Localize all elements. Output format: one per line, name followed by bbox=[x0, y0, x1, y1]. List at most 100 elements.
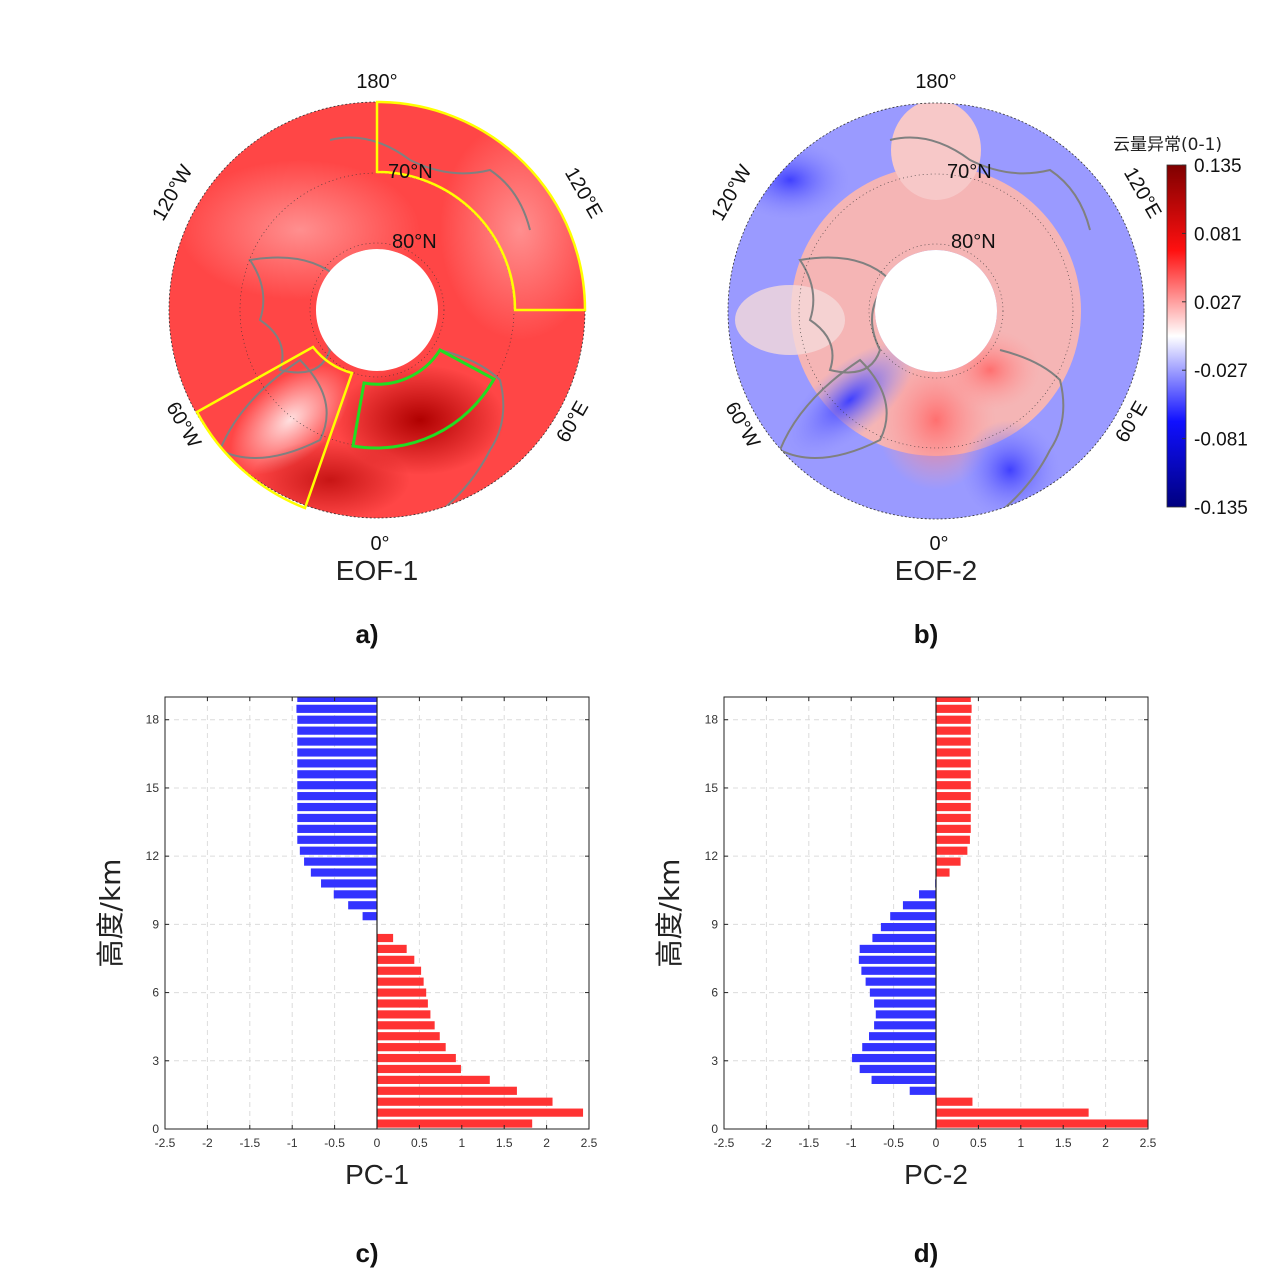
colorbar-tick-label: -0.081 bbox=[1194, 430, 1248, 451]
colorbar-tick-label: -0.027 bbox=[1194, 361, 1248, 382]
bar-negative bbox=[871, 1075, 936, 1084]
x-tick-label: 1.5 bbox=[496, 1136, 513, 1150]
colorbar-title: 云量异常(0-1) bbox=[1113, 135, 1222, 155]
colorbar-tick-label: -0.135 bbox=[1194, 498, 1248, 519]
lat-label-70n: 70°N bbox=[947, 161, 992, 183]
y-axis-label: 高度/km bbox=[653, 859, 686, 968]
x-axis-label: PC-2 bbox=[904, 1159, 968, 1190]
map-eof2-coastline bbox=[778, 358, 888, 459]
x-tick-label: -1 bbox=[287, 1136, 298, 1150]
bar-positive bbox=[377, 1086, 517, 1095]
bar-negative bbox=[869, 988, 936, 997]
bar-positive bbox=[936, 846, 968, 855]
x-tick-label: 2 bbox=[1102, 1136, 1109, 1150]
map-eof2-positive-region bbox=[891, 103, 981, 200]
bar-negative bbox=[299, 846, 377, 855]
bar-negative bbox=[865, 977, 936, 986]
bar-negative bbox=[310, 868, 377, 877]
bar-positive bbox=[936, 759, 971, 768]
panel-label-b: b) bbox=[914, 619, 939, 649]
x-tick-label: 2.5 bbox=[1140, 1136, 1157, 1150]
map-eof2-boundary bbox=[727, 102, 1145, 520]
bar-positive bbox=[377, 955, 415, 964]
bar-negative bbox=[321, 879, 377, 888]
bar-positive bbox=[936, 748, 971, 757]
x-tick-label: 0 bbox=[933, 1136, 940, 1150]
x-tick-label: -1 bbox=[846, 1136, 857, 1150]
y-tick-label: 6 bbox=[711, 986, 718, 1000]
bar-positive bbox=[936, 792, 971, 801]
bar-negative bbox=[872, 933, 936, 943]
map-eof1-yellow-box-greenland bbox=[195, 345, 354, 510]
x-tick-label: -2.5 bbox=[155, 1136, 176, 1150]
bar-negative bbox=[297, 792, 377, 801]
bar-positive bbox=[936, 704, 972, 713]
lon-label-120w: 120°W bbox=[707, 161, 756, 224]
bar-negative bbox=[919, 890, 936, 899]
lon-label-120e: 120°E bbox=[560, 164, 606, 222]
bar-negative bbox=[852, 1053, 936, 1063]
map-eof1-coastline bbox=[218, 358, 328, 459]
bar-positive bbox=[936, 824, 971, 833]
bar-negative bbox=[362, 912, 377, 921]
y-axis-label: 高度/km bbox=[94, 859, 127, 968]
map-eof1-greenland-low bbox=[230, 365, 350, 475]
bar-positive bbox=[377, 933, 394, 943]
y-tick-label: 3 bbox=[152, 1054, 159, 1068]
bar-positive bbox=[936, 770, 971, 779]
x-tick-label: 2.5 bbox=[581, 1136, 598, 1150]
map-eof2-negative-region bbox=[784, 342, 916, 458]
bar-negative bbox=[874, 999, 936, 1008]
bar-positive bbox=[936, 726, 971, 735]
panel-label: d) bbox=[914, 1238, 939, 1268]
bar-negative bbox=[333, 890, 377, 899]
bar-negative bbox=[909, 1086, 936, 1095]
map-eof2-lat-80 bbox=[868, 243, 1004, 379]
bar-negative bbox=[297, 835, 377, 844]
bar-negative bbox=[858, 955, 936, 964]
map-eof1: 180° 120°E 60°E 0° 60°W 120°W 70°N 80°N … bbox=[148, 71, 606, 649]
bar-positive bbox=[936, 868, 950, 877]
y-tick-label: 6 bbox=[152, 986, 159, 1000]
map-eof1-green-box bbox=[351, 348, 497, 450]
map-eof1-yellow-box-siberia bbox=[375, 100, 587, 312]
bar-negative bbox=[861, 966, 936, 975]
bar-negative bbox=[297, 748, 377, 757]
bar-negative bbox=[875, 1010, 936, 1019]
x-tick-label: -2 bbox=[202, 1136, 213, 1150]
bar-positive bbox=[936, 1108, 1089, 1117]
map-title-eof1: EOF-1 bbox=[336, 555, 418, 586]
bar-negative bbox=[297, 770, 377, 779]
y-tick-label: 12 bbox=[146, 849, 160, 863]
map-eof1-coastline bbox=[248, 256, 342, 374]
map-title-eof2: EOF-2 bbox=[895, 555, 977, 586]
bars bbox=[296, 697, 584, 1128]
map-eof1-high-region bbox=[250, 440, 410, 518]
bar-negative bbox=[874, 1021, 936, 1030]
bar-negative bbox=[297, 697, 377, 703]
colorbar-tick-label: 0.027 bbox=[1194, 293, 1242, 314]
bar-positive bbox=[936, 813, 971, 823]
colorbar-scale bbox=[1166, 164, 1187, 508]
bar-negative bbox=[297, 781, 377, 790]
bar-negative bbox=[297, 759, 377, 768]
bar-positive bbox=[936, 1119, 1148, 1128]
colorbar: 云量异常(0-1) 0.135 0.081 0.027 -0.027 -0.081 -0.… bbox=[1113, 135, 1248, 519]
colorbar-tick-label: 0.135 bbox=[1194, 156, 1242, 177]
bar-positive bbox=[377, 1053, 456, 1063]
map-eof1-lat-80 bbox=[309, 242, 445, 378]
x-tick-label: 1.5 bbox=[1055, 1136, 1072, 1150]
bar-positive bbox=[377, 977, 424, 986]
lon-label-180: 180° bbox=[915, 71, 956, 93]
map-eof2-positive-region bbox=[940, 330, 1040, 410]
y-tick-label: 18 bbox=[705, 713, 719, 727]
bar-positive bbox=[377, 1064, 461, 1074]
bar-negative bbox=[890, 912, 936, 921]
y-tick-label: 0 bbox=[711, 1122, 718, 1136]
bar-positive bbox=[377, 1021, 435, 1030]
map-eof2-lat-70 bbox=[798, 173, 1074, 449]
chart-pc2: -2.5 -2 -1.5 -1 -0.5 0 0.5 1 1.5 2 2.5 0 3 6 9 12 15 18 PC… bbox=[653, 696, 1157, 1268]
bar-positive bbox=[377, 944, 407, 954]
bars bbox=[852, 697, 1148, 1128]
bar-negative bbox=[296, 704, 377, 713]
